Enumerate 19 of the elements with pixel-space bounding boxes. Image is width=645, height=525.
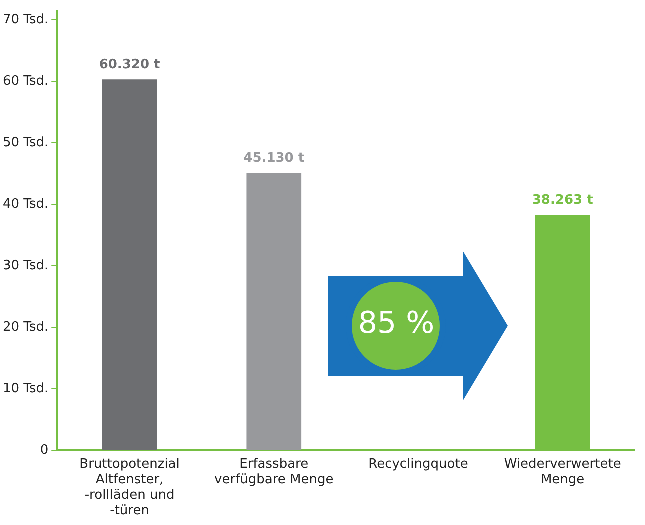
bar (246, 173, 302, 450)
y-tick-label: 0 (40, 442, 49, 458)
y-tick-label: 40 Tsd. (2, 196, 49, 212)
x-tick-label: Erfassbare verfügbare Menge (214, 456, 334, 488)
x-tick-label: Recyclingquote (368, 456, 468, 472)
data-label: 45.130 t (244, 150, 305, 166)
y-tick-label: 20 Tsd. (2, 320, 49, 335)
arrow-icon: 85 % (328, 250, 508, 401)
y-tick-label: 10 Tsd. (2, 381, 49, 396)
y-tick-label: 30 Tsd. (2, 258, 49, 274)
bar (102, 80, 158, 450)
y-tick-label: 70 Tsd. (2, 12, 49, 28)
y-tick-label: 60 Tsd. (2, 74, 49, 89)
data-label: 60.320 t (99, 57, 160, 72)
x-tick-label: Bruttopotenzial Altfenster, -rollläden und -türen (80, 456, 180, 519)
x-tick-label: Wiederverwertete Menge (504, 456, 622, 488)
annotation: 85 % (357, 306, 436, 341)
y-tick-label: 50 Tsd. (2, 135, 49, 150)
data-label: 38.263 t (532, 193, 594, 208)
